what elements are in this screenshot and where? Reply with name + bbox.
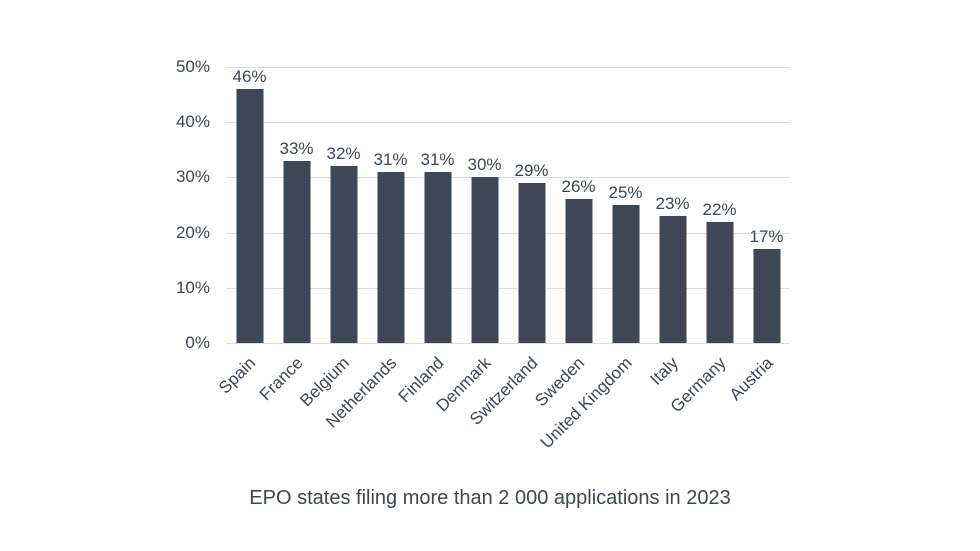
bar-france xyxy=(283,160,310,343)
gridline xyxy=(226,122,790,124)
plot-area: 46% 33% 32% 31% 31% 30% 29% 26% 25% 23% 22% 17% xyxy=(226,67,790,344)
bar-value-label: 23% xyxy=(655,194,690,214)
bar-column: 31% xyxy=(414,67,461,343)
bar-value-label: 22% xyxy=(702,199,737,219)
bar-denmark xyxy=(471,177,498,343)
bar-value-label: 46% xyxy=(232,67,267,87)
y-axis-tick-label: 0% xyxy=(185,333,210,352)
bar-column: 33% xyxy=(273,67,320,343)
bar-value-label: 33% xyxy=(279,138,314,158)
bar-germany xyxy=(706,221,733,343)
bar-value-label: 29% xyxy=(514,160,549,180)
bar-austria xyxy=(753,249,780,343)
bar-column: 30% xyxy=(461,67,508,343)
y-axis-tick-label: 40% xyxy=(175,112,210,132)
bar-value-label: 32% xyxy=(326,144,361,164)
bar-sweden xyxy=(565,199,592,343)
bar-column: 23% xyxy=(649,67,696,343)
bar-switzerland xyxy=(518,182,545,343)
bar-value-label: 30% xyxy=(467,155,502,175)
gridline xyxy=(226,343,790,344)
gridline xyxy=(226,287,790,289)
x-axis-label: Austria xyxy=(725,353,777,405)
bar-column: 31% xyxy=(367,67,414,343)
bar-belgium xyxy=(330,166,357,343)
chart-title: EPO states filing more than 2 000 applic… xyxy=(249,487,731,509)
bar-column: 46% xyxy=(226,67,273,343)
bar-netherlands xyxy=(377,171,404,343)
bar-value-label: 26% xyxy=(561,177,596,197)
bar-column: 29% xyxy=(508,67,555,343)
bar-column: 26% xyxy=(555,67,602,343)
y-axis-tick-label: 30% xyxy=(175,167,210,187)
bar-column: 25% xyxy=(602,67,649,343)
gridline xyxy=(226,177,790,179)
bar-column: 17% xyxy=(743,67,790,343)
y-axis-tick-label: 50% xyxy=(175,57,210,76)
bar-finland xyxy=(424,171,451,343)
x-axis-label: Spain xyxy=(215,353,260,398)
bar-italy xyxy=(659,216,686,343)
bar-value-label: 31% xyxy=(373,149,408,169)
x-axis-label: Italy xyxy=(646,353,683,389)
bar-columns: 46% 33% 32% 31% 31% 30% 29% 26% 25% 23% 22% 17% xyxy=(226,67,790,343)
bar-united-kingdom xyxy=(612,205,639,343)
bar-spain xyxy=(236,89,263,343)
gridline xyxy=(226,232,790,234)
bar-value-label: 25% xyxy=(608,183,643,202)
bar-value-label: 17% xyxy=(749,227,784,247)
y-axis-tick-label: 10% xyxy=(175,277,210,297)
y-axis-tick-label: 20% xyxy=(175,222,210,242)
gridline xyxy=(226,67,790,68)
bar-column: 32% xyxy=(320,67,367,343)
bar-value-label: 31% xyxy=(420,149,455,169)
bar-column: 22% xyxy=(696,67,743,343)
